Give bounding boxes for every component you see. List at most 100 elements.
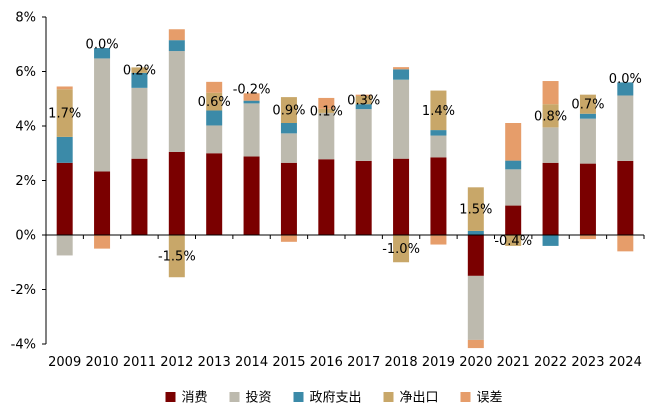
bar-segment-2017-消费 xyxy=(355,160,372,235)
legend-swatch-投资 xyxy=(229,392,240,402)
bar-segment-2010-政府支出 xyxy=(94,48,111,59)
legend-label-消费: 消费 xyxy=(182,391,208,406)
bar-segment-2020-净出口 xyxy=(467,187,484,231)
legend: 消费 投资 政府支出 净出口 误差 xyxy=(165,390,503,406)
bar-segment-2023-投资 xyxy=(579,118,596,164)
bar-segment-2013-净出口 xyxy=(206,92,223,111)
bar-segment-2014-误差 xyxy=(243,93,260,101)
bar-segment-2017-净出口 xyxy=(355,96,372,105)
data-label-2015: 0.9% xyxy=(272,104,305,119)
data-label-2021: -0.4% xyxy=(494,234,532,249)
bar-segment-2016-投资 xyxy=(318,112,335,160)
x-tick-label-2022: 2022 xyxy=(534,355,567,370)
bar-segment-2021-净出口 xyxy=(505,235,522,246)
bar-segment-2019-误差 xyxy=(430,235,447,245)
data-label-2018: -1.0% xyxy=(382,242,420,257)
y-tick-label: 4% xyxy=(15,120,36,135)
bar-segment-2015-误差 xyxy=(280,235,297,242)
bar-segment-2020-投资 xyxy=(467,275,484,340)
bar-segment-2011-消费 xyxy=(131,158,148,235)
bar-segment-2009-政府支出 xyxy=(56,136,73,163)
bar-segment-2012-政府支出 xyxy=(168,40,185,52)
bar-segment-2023-消费 xyxy=(579,163,596,235)
x-tick-label-2014: 2014 xyxy=(235,355,268,370)
bar-segment-2016-净出口 xyxy=(318,108,335,113)
data-label-2022: 0.8% xyxy=(534,109,567,124)
legend-label-误差: 误差 xyxy=(477,391,503,406)
legend-swatch-消费 xyxy=(165,392,176,402)
bar-segment-2020-误差 xyxy=(467,339,484,349)
data-label-2016: 0.1% xyxy=(310,104,343,119)
legend-label-净出口: 净出口 xyxy=(400,391,439,406)
x-tick-label-2012: 2012 xyxy=(160,355,193,370)
x-tick-label-2024: 2024 xyxy=(609,355,642,370)
data-label-2009: 1.7% xyxy=(48,107,81,122)
bar-segment-2021-消费 xyxy=(505,205,522,235)
bar-segment-2011-政府支出 xyxy=(131,72,148,88)
bar-segment-2013-投资 xyxy=(206,125,223,154)
bar-segment-2023-误差 xyxy=(579,235,596,240)
bar-segment-2018-消费 xyxy=(393,158,410,235)
bar-segment-2022-误差 xyxy=(542,81,559,105)
data-label-2019: 1.4% xyxy=(422,104,455,119)
bar-segment-2015-政府支出 xyxy=(280,123,297,134)
legend-label-投资: 投资 xyxy=(246,390,272,406)
bar-segment-2019-投资 xyxy=(430,135,447,158)
x-axis: 2009 2010 2011 2012 2013 2014 2015 2016 2017 2018… xyxy=(45,234,645,370)
bar-segment-2024-消费 xyxy=(617,160,634,235)
x-tick-label-2023: 2023 xyxy=(571,355,604,370)
data-label-2011: 0.2% xyxy=(123,64,156,79)
legend-swatch-政府支出 xyxy=(293,392,304,402)
bar-segment-2016-误差 xyxy=(318,97,335,109)
bar-segment-2013-消费 xyxy=(206,153,223,235)
y-tick-label: -2% xyxy=(11,283,36,298)
bar-segment-2018-误差 xyxy=(393,67,410,70)
x-tick-label-2021: 2021 xyxy=(497,355,530,370)
bar-segment-2024-政府支出 xyxy=(617,82,634,96)
data-label-2013: 0.6% xyxy=(198,95,231,110)
bar-segment-2013-政府支出 xyxy=(206,110,223,126)
bars xyxy=(56,29,634,349)
bar-segment-2015-投资 xyxy=(280,133,297,163)
x-tick-label-2011: 2011 xyxy=(123,355,156,370)
y-tick-label: 8% xyxy=(15,11,36,26)
bar-segment-2012-消费 xyxy=(168,151,185,235)
y-tick-label: 2% xyxy=(15,174,36,189)
bar-segment-2022-净出口 xyxy=(542,104,559,128)
y-tick-label: -4% xyxy=(11,338,36,353)
bar-segment-2010-误差 xyxy=(94,235,111,249)
bar-segment-2020-消费 xyxy=(467,235,484,276)
legend-swatch-误差 xyxy=(460,392,471,402)
y-tick-label: 0% xyxy=(15,229,36,244)
bar-segment-2021-误差 xyxy=(505,123,522,161)
y-axis: 8% 6% 4% 2% 0% -2% -4% xyxy=(11,11,47,353)
bar-segment-2021-投资 xyxy=(505,169,522,206)
y-tick-label: 6% xyxy=(15,65,36,80)
bar-segment-2009-净出口 xyxy=(56,89,73,137)
bar-segment-2009-投资 xyxy=(56,235,73,256)
bar-segment-2018-政府支出 xyxy=(393,69,410,80)
bar-segment-2010-消费 xyxy=(94,171,111,235)
bar-segment-2021-政府支出 xyxy=(505,160,522,170)
bar-segment-2017-政府支出 xyxy=(355,104,372,110)
bar-segment-2023-政府支出 xyxy=(579,113,596,119)
bar-segment-2020-政府支出 xyxy=(467,230,484,235)
bar-segment-2018-投资 xyxy=(393,79,410,159)
bar-segment-2024-投资 xyxy=(617,95,634,161)
x-tick-label-2016: 2016 xyxy=(310,355,343,370)
data-label-2014: -0.2% xyxy=(233,83,271,98)
bar-segment-2024-误差 xyxy=(617,235,634,252)
x-tick-label-2010: 2010 xyxy=(86,355,119,370)
bar-segment-2019-政府支出 xyxy=(430,130,447,136)
x-tick-label-2018: 2018 xyxy=(385,355,418,370)
x-tick-label-2015: 2015 xyxy=(272,355,305,370)
legend-label-政府支出: 政府支出 xyxy=(310,391,362,406)
bar-segment-2014-消费 xyxy=(243,156,260,235)
bar-segment-2023-净出口 xyxy=(579,94,596,114)
bar-segment-2022-政府支出 xyxy=(542,235,559,246)
data-label-2010: 0.0% xyxy=(86,37,119,52)
data-label-2024: 0.0% xyxy=(609,72,642,87)
x-tick-label-2019: 2019 xyxy=(422,355,455,370)
data-label-2020: 1.5% xyxy=(459,203,492,218)
bar-segment-2010-投资 xyxy=(94,58,111,172)
